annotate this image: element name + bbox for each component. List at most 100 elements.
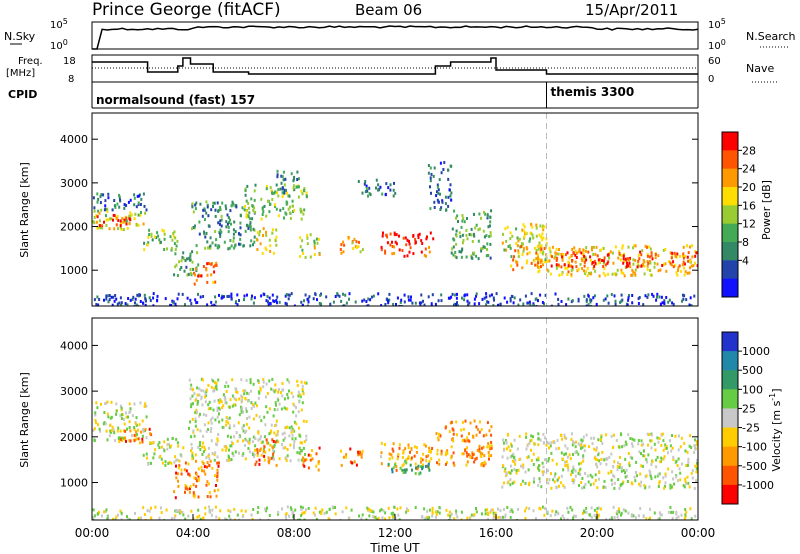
y-tick-label: 1000 [60, 477, 88, 490]
x-tick-label: 20:00 [580, 526, 615, 540]
scatter-region [340, 447, 364, 467]
colorbar-swatch [722, 389, 738, 409]
nsearch-tick-top: 105 [708, 17, 726, 31]
scatter-region [357, 178, 397, 198]
nave-label: Nave [746, 62, 774, 75]
colorbar-swatch [722, 484, 738, 505]
scatter-region [193, 261, 218, 286]
colorbar-tick-label: 500 [742, 364, 763, 377]
scatter-region [95, 213, 132, 228]
nsky-label: N.Sky [4, 30, 36, 43]
freq-tick-top: 18 [63, 56, 76, 67]
scatter-region [339, 235, 364, 255]
scatter-region [275, 169, 300, 195]
scatter-region [302, 446, 321, 472]
scatter-region [387, 459, 431, 476]
colorbar-swatch [722, 370, 738, 390]
colorbar-swatch [722, 260, 738, 280]
station-title: Prince George (fitACF) [92, 0, 281, 20]
y-tick-label: 4000 [60, 133, 88, 146]
velocity-panel: 1000 2000 3000 4000 00:00 04:00 08:00 12:00 16:… [18, 317, 783, 554]
colorbar-tick-label: 1000 [742, 345, 770, 358]
scatter-region [299, 233, 321, 259]
nsky-panel: N.Sky 105 100 105 100 N.Search [4, 17, 796, 52]
date-title: 15/Apr/2011 [585, 1, 678, 19]
colorbar-tick-label: 8 [742, 236, 749, 249]
colorbar-swatch [722, 132, 738, 151]
scatter-region [143, 228, 179, 252]
colorbar-tick-label: -25 [742, 422, 760, 435]
colorbar-swatch [722, 242, 738, 261]
freq-trace [92, 57, 698, 75]
x-tick-label: 12:00 [378, 526, 413, 540]
colorbar-tick-label: 100 [742, 383, 763, 396]
y-tick-label: 4000 [60, 339, 88, 352]
colorbar-swatch [722, 205, 738, 225]
colorbar-swatch [722, 446, 738, 467]
velocity-ylabel: Slant Range [km] [18, 372, 31, 468]
scatter-region [92, 192, 148, 212]
scatter-region [501, 222, 548, 265]
nsky-tick-bottom: 100 [50, 38, 68, 52]
scatter-region [92, 400, 148, 443]
scatter-region [427, 161, 453, 212]
colorbar-tick-label: 4 [742, 254, 749, 267]
cpid-segment-2: themis 3300 [551, 85, 635, 99]
y-tick-label: 3000 [60, 385, 88, 398]
velocity-colorbar-label: Velocity [m s-1] [768, 388, 783, 471]
colorbar-swatch [722, 150, 738, 170]
colorbar-swatch [722, 351, 738, 371]
x-tick-label: 08:00 [277, 526, 312, 540]
colorbar-tick-label: 20 [742, 181, 756, 194]
power-panel: 1000 2000 3000 4000 Slant Range [km] 28 24 20… [18, 112, 773, 307]
scatter-region [92, 505, 697, 520]
beam-title: Beam 06 [355, 1, 422, 19]
colorbar-swatch [722, 408, 738, 429]
scatter-region [118, 427, 153, 445]
scatter-region [380, 231, 435, 258]
scatter-region [188, 377, 308, 463]
scatter-region [173, 459, 220, 500]
scatter-region [243, 183, 308, 221]
scatter-region [501, 432, 698, 490]
scatter-region [93, 292, 696, 306]
scatter-region [380, 441, 434, 472]
colorbar-tick-label: 25 [742, 402, 756, 415]
nave-tick-bottom: 0 [708, 74, 714, 85]
nsearch-tick-bottom: 100 [708, 38, 726, 52]
cpid-segment-1: normalsound (fast) 157 [96, 93, 255, 107]
x-tick-label: 00:00 [75, 526, 110, 540]
y-tick-label: 2000 [60, 221, 88, 234]
scatter-region [191, 200, 258, 251]
power-ylabel: Slant Range [km] [18, 162, 31, 258]
scatter-region [142, 436, 185, 467]
scatter-region [450, 209, 493, 261]
nsky-trace [92, 25, 699, 50]
nsky-tick-top: 105 [50, 17, 68, 31]
freq-label-line1: Freq. [18, 56, 43, 67]
x-tick-label: 16:00 [479, 526, 514, 540]
power-heatmap [92, 113, 698, 306]
colorbar-tick-label: -1000 [742, 479, 774, 492]
freq-label-line2: [MHz] [6, 68, 35, 79]
colorbar-swatch [722, 187, 738, 206]
colorbar-swatch [722, 427, 738, 448]
x-tick-label: 04:00 [176, 526, 211, 540]
colorbar-tick-label: 24 [742, 163, 756, 176]
colorbar-tick-label: 16 [742, 199, 756, 212]
colorbar-tick-label: 28 [742, 144, 756, 157]
nsearch-label: N.Search [746, 30, 796, 43]
power-colorbar-label: Power [dB] [760, 180, 773, 240]
scatter-region [435, 419, 493, 468]
x-tick-label: 00:00 [681, 526, 716, 540]
colorbar-swatch [722, 465, 738, 486]
scatter-region [548, 250, 698, 269]
scatter-region [256, 227, 278, 255]
freq-tick-bottom: 8 [68, 74, 74, 85]
colorbar-swatch [722, 332, 738, 352]
scatter-region [254, 438, 278, 467]
cpid-label: CPID [8, 88, 37, 101]
colorbar-swatch [722, 278, 738, 298]
colorbar-swatch [722, 168, 738, 188]
time-xlabel: Time UT [369, 541, 420, 554]
